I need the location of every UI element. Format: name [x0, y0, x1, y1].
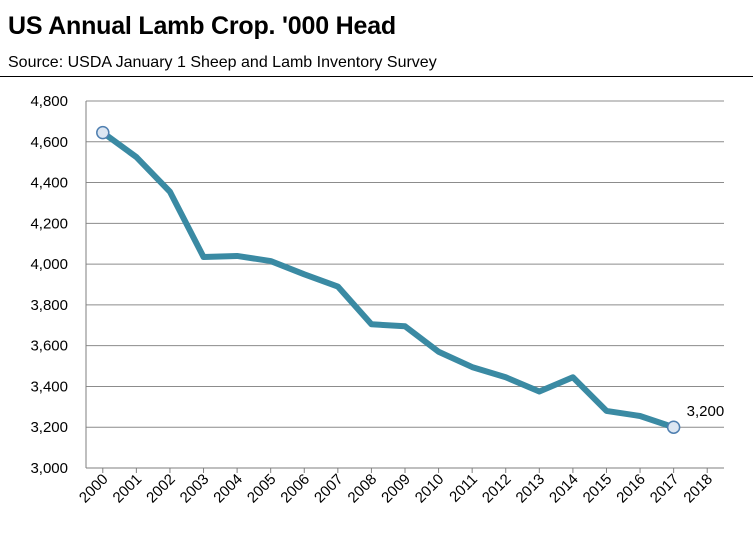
y-tick-label: 4,400	[30, 175, 68, 192]
y-tick-label: 3,600	[30, 338, 68, 355]
y-tick-label: 3,800	[30, 297, 68, 314]
chart-subtitle: Source: USDA January 1 Sheep and Lamb In…	[8, 54, 437, 71]
x-tick-label: 2012	[479, 471, 515, 507]
y-tick-label: 4,200	[30, 215, 68, 232]
title-divider	[0, 76, 753, 77]
x-tick-label: 2017	[647, 471, 683, 507]
y-tick-label: 3,400	[30, 378, 68, 395]
x-tick-label: 2007	[311, 471, 347, 507]
x-tick-label: 2002	[143, 471, 179, 507]
x-tick-label: 2014	[546, 471, 582, 507]
x-tick-label: 2011	[446, 471, 481, 506]
x-tick-label: 2005	[244, 471, 280, 507]
x-tick-label: 2018	[680, 471, 716, 507]
x-tick-label: 2004	[210, 471, 246, 507]
x-tick-label: 2015	[580, 471, 616, 507]
y-tick-label: 4,000	[30, 256, 68, 273]
x-tick-label: 2016	[613, 471, 649, 507]
y-tick-label: 4,800	[30, 93, 68, 110]
x-tick-label: 2003	[177, 471, 213, 507]
y-tick-label: 3,000	[30, 460, 68, 477]
x-tick-label: 2006	[277, 471, 313, 507]
data-label: 3,200	[687, 403, 725, 420]
data-point-marker	[666, 420, 681, 434]
chart-title: US Annual Lamb Crop. '000 Head	[8, 12, 396, 40]
series-line	[99, 129, 677, 431]
x-tick-label: 2000	[76, 471, 112, 507]
x-tick-label: 2009	[378, 471, 414, 507]
data-point-marker	[96, 125, 110, 140]
x-tick-label: 2010	[412, 471, 448, 507]
x-tick-label: 2008	[345, 471, 381, 507]
y-tick-label: 3,200	[30, 419, 68, 436]
x-tick-label: 2013	[513, 471, 549, 507]
y-tick-label: 4,600	[30, 134, 68, 151]
x-tick-label: 2001	[110, 471, 146, 507]
